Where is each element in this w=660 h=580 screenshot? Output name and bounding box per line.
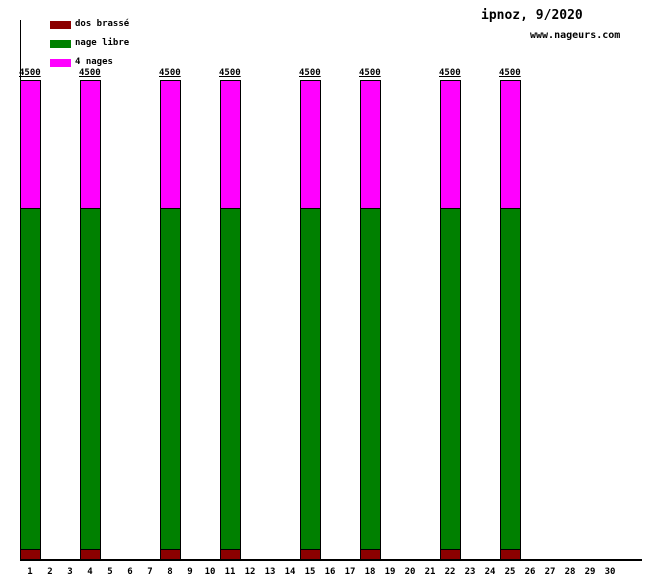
x-tick-label-day-7: 7 bbox=[147, 567, 153, 577]
x-tick-label-day-14: 14 bbox=[284, 567, 296, 577]
bar-day-11-segment-nage-libre bbox=[220, 208, 241, 550]
bar-day-8-segment-dos-brasse bbox=[160, 549, 181, 560]
legend-label-4-nages: 4 nages bbox=[75, 57, 113, 67]
bar-day-8-segment-nage-libre bbox=[160, 208, 181, 550]
bar-day-22-segment-nage-libre bbox=[440, 208, 461, 550]
bar-day-15-segment-4-nages bbox=[300, 80, 321, 209]
bar-day-4-segment-dos-brasse bbox=[80, 549, 101, 560]
bar-day-25-segment-nage-libre bbox=[500, 208, 521, 550]
bar-total-label-day-4[interactable]: 4500 bbox=[79, 68, 101, 78]
x-tick-label-day-12: 12 bbox=[244, 567, 256, 577]
x-tick-label-day-4: 4 bbox=[87, 567, 93, 577]
x-tick-label-day-18: 18 bbox=[364, 567, 376, 577]
bar-day-8-segment-4-nages bbox=[160, 80, 181, 209]
bar-total-label-day-11[interactable]: 4500 bbox=[219, 68, 241, 78]
legend-swatch-nage-libre bbox=[50, 40, 71, 48]
bar-day-18-segment-4-nages bbox=[360, 80, 381, 209]
x-tick-label-day-27: 27 bbox=[544, 567, 556, 577]
bar-total-label-day-8[interactable]: 4500 bbox=[159, 68, 181, 78]
bar-day-22-segment-4-nages bbox=[440, 80, 461, 209]
x-tick-label-day-13: 13 bbox=[264, 567, 276, 577]
x-tick-label-day-20: 20 bbox=[404, 567, 416, 577]
bar-day-25-segment-dos-brasse bbox=[500, 549, 521, 560]
x-tick-label-day-22: 22 bbox=[444, 567, 456, 577]
x-tick-label-day-8: 8 bbox=[167, 567, 173, 577]
legend-label-dos-brasse: dos brassé bbox=[75, 19, 130, 29]
x-axis-line bbox=[20, 559, 642, 561]
x-tick-label-day-17: 17 bbox=[344, 567, 356, 577]
bar-day-22-segment-dos-brasse bbox=[440, 549, 461, 560]
x-tick-label-day-10: 10 bbox=[204, 567, 216, 577]
bar-day-18-segment-dos-brasse bbox=[360, 549, 381, 560]
x-tick-label-day-16: 16 bbox=[324, 567, 336, 577]
x-tick-label-day-11: 11 bbox=[224, 567, 236, 577]
x-tick-label-day-29: 29 bbox=[584, 567, 596, 577]
bar-day-18-segment-nage-libre bbox=[360, 208, 381, 550]
legend-swatch-dos-brasse bbox=[50, 21, 71, 29]
x-tick-label-day-23: 23 bbox=[464, 567, 476, 577]
x-tick-label-day-6: 6 bbox=[127, 567, 133, 577]
x-tick-label-day-1: 1 bbox=[27, 567, 33, 577]
bar-total-label-day-18[interactable]: 4500 bbox=[359, 68, 381, 78]
bar-total-label-day-1[interactable]: 4500 bbox=[19, 68, 41, 78]
x-tick-label-day-28: 28 bbox=[564, 567, 576, 577]
chart-title: ipnoz, 9/2020 bbox=[481, 8, 583, 23]
x-tick-label-day-30: 30 bbox=[604, 567, 616, 577]
bar-day-1-segment-nage-libre bbox=[20, 208, 41, 550]
x-tick-label-day-21: 21 bbox=[424, 567, 436, 577]
x-tick-label-day-24: 24 bbox=[484, 567, 496, 577]
x-tick-label-day-3: 3 bbox=[67, 567, 73, 577]
bar-total-label-day-15[interactable]: 4500 bbox=[299, 68, 321, 78]
x-tick-label-day-15: 15 bbox=[304, 567, 316, 577]
bar-day-4-segment-4-nages bbox=[80, 80, 101, 209]
bar-day-1-segment-dos-brasse bbox=[20, 549, 41, 560]
bar-day-1-segment-4-nages bbox=[20, 80, 41, 209]
x-tick-label-day-5: 5 bbox=[107, 567, 113, 577]
bar-total-label-day-25[interactable]: 4500 bbox=[499, 68, 521, 78]
bar-day-15-segment-nage-libre bbox=[300, 208, 321, 550]
x-tick-label-day-25: 25 bbox=[504, 567, 516, 577]
bar-day-25-segment-4-nages bbox=[500, 80, 521, 209]
bar-day-4-segment-nage-libre bbox=[80, 208, 101, 550]
bar-day-11-segment-dos-brasse bbox=[220, 549, 241, 560]
x-tick-label-day-26: 26 bbox=[524, 567, 536, 577]
bar-day-11-segment-4-nages bbox=[220, 80, 241, 209]
bar-total-label-day-22[interactable]: 4500 bbox=[439, 68, 461, 78]
x-tick-label-day-19: 19 bbox=[384, 567, 396, 577]
x-tick-label-day-9: 9 bbox=[187, 567, 193, 577]
bar-day-15-segment-dos-brasse bbox=[300, 549, 321, 560]
legend-swatch-4-nages bbox=[50, 59, 71, 67]
legend-label-nage-libre: nage libre bbox=[75, 38, 130, 48]
watermark-text: www.nageurs.com bbox=[530, 30, 621, 41]
x-tick-label-day-2: 2 bbox=[47, 567, 53, 577]
